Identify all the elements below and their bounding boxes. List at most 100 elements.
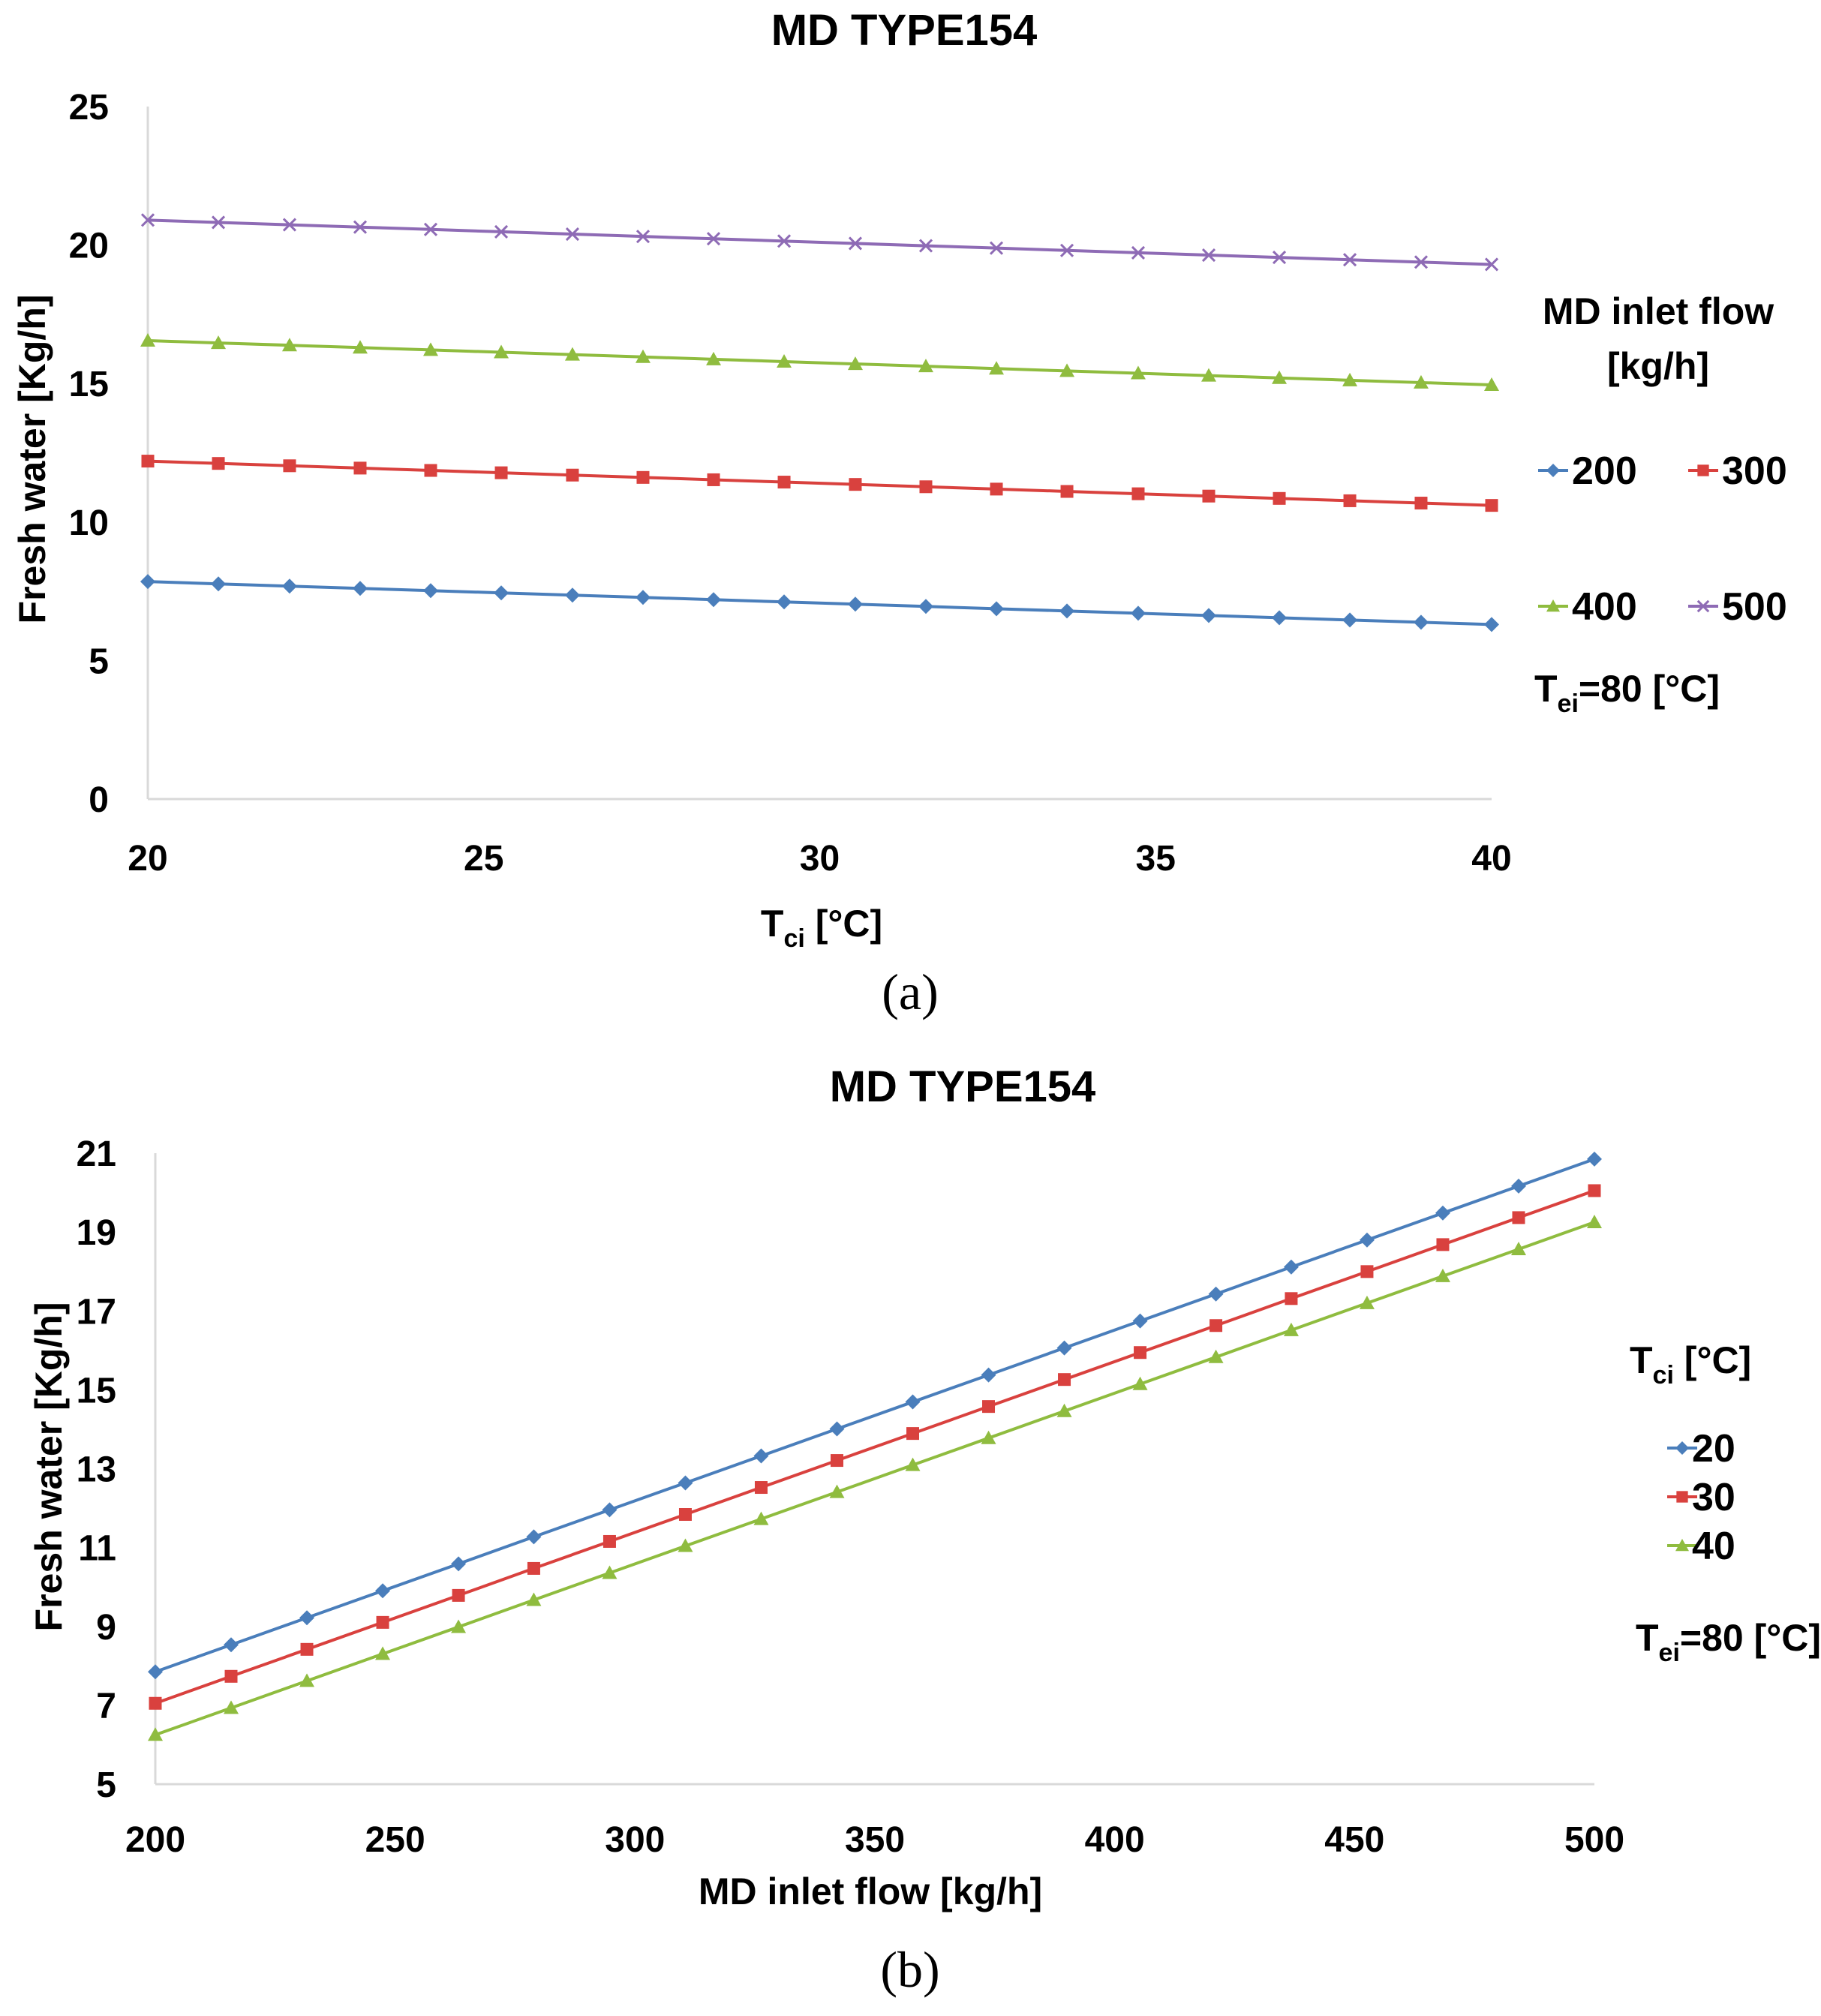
chart-a-series-500-point-stroke-2 xyxy=(423,222,438,236)
chart-a-series-400-point xyxy=(423,342,439,356)
chart-a-series-300-point xyxy=(1273,491,1286,505)
chart-a-x-ticks: 20 25 30 35 40 xyxy=(128,839,1511,879)
chart-a-legend-item-400: 400 xyxy=(1538,585,1637,629)
chart-b-series-40-point xyxy=(753,1511,769,1525)
chart-a-series-500-point xyxy=(1059,243,1074,257)
chart-b-title: MD TYPE154 xyxy=(830,1062,1096,1111)
chart-b-series-20-point xyxy=(753,1448,769,1464)
chart-b-series-40-point xyxy=(905,1457,921,1471)
chart-a-series-300-point xyxy=(1060,485,1074,498)
chart-b-series-30-point xyxy=(754,1481,768,1495)
chart-b-legend-item-30: 30 xyxy=(1667,1476,1735,1519)
chart-a-series-500-point-stroke-2 xyxy=(1484,257,1499,272)
chart-b-legend-swatch-marker xyxy=(1676,1491,1688,1503)
chart-a-series-500-point-stroke-2 xyxy=(494,224,509,239)
chart-b-series-30-point xyxy=(452,1588,465,1602)
chart-b-series-30-point xyxy=(1588,1184,1601,1197)
chart-a-series-200-point xyxy=(635,590,651,605)
chart-a-series-400-point xyxy=(635,349,651,363)
chart-b-series-30-point xyxy=(678,1508,692,1522)
chart-a-series-200-point xyxy=(352,581,368,596)
chart-b-x-axis-label: MD inlet flow [kg/h] xyxy=(699,1870,1042,1912)
chart-b-series-20-point xyxy=(1283,1259,1299,1275)
chart-a-series-200-point xyxy=(847,596,863,612)
chart-b-legend-title: Tci [°C] xyxy=(1630,1339,1751,1390)
chart-a-series-500-point-stroke-2 xyxy=(1342,253,1357,267)
chart-b-series-30-point xyxy=(376,1615,389,1629)
chart-a-series-400-point xyxy=(211,335,227,350)
chart-a-x-axis-label: Tci [°C] xyxy=(761,903,882,953)
chart-b-series-30-point xyxy=(300,1642,314,1656)
chart-b-x-tick-label: 450 xyxy=(1324,1820,1384,1860)
chart-a-note-main: T xyxy=(1534,668,1558,710)
chart-a-series-300-point xyxy=(283,459,296,473)
chart-a-series-200-point xyxy=(494,585,509,601)
chart-a-series-500-point xyxy=(353,220,368,234)
chart-a-series-400-point xyxy=(494,344,509,359)
chart-a-series-300-point xyxy=(1414,497,1428,510)
chart-b-x-ticks: 200 250 300 350 400 450 500 xyxy=(125,1820,1624,1860)
chart-b-series-20-point xyxy=(1208,1286,1224,1302)
chart-a-legend-title-line2: [kg/h] xyxy=(1607,345,1709,387)
chart-a-series-400-point xyxy=(706,351,722,365)
chart-b-series-40-point xyxy=(451,1619,467,1633)
chart-b-legend-swatch-marker xyxy=(1675,1441,1689,1455)
chart-b-axes xyxy=(154,1153,1594,1786)
chart-b-series-20-point xyxy=(602,1502,618,1518)
chart-b-y-tick-label: 11 xyxy=(78,1529,116,1569)
chart-a-series-200-point xyxy=(564,587,580,603)
chart-a-series-300-line xyxy=(147,459,1492,507)
chart-b-series-20-line xyxy=(155,1158,1595,1674)
chart-b-series-30-point xyxy=(602,1534,616,1548)
chart-a-series-500-point xyxy=(494,224,509,239)
chart-a-legend: 200 300 400 500 xyxy=(1538,449,1787,629)
chart-b-series-20-point xyxy=(1587,1151,1602,1167)
chart-b-series-30-point xyxy=(1058,1373,1071,1387)
chart-a-series-400-point xyxy=(777,353,792,368)
chart-a-series-500 xyxy=(140,213,1499,272)
chart-b: MD TYPE154 Fresh water [Kg/h] MD inlet f… xyxy=(28,1062,1821,1998)
chart-b-series-30-point xyxy=(527,1561,540,1575)
chart-b-series-20-point xyxy=(905,1394,921,1410)
chart-a-series-400-point xyxy=(281,338,297,352)
chart-a-series-400-point xyxy=(1059,363,1075,377)
chart-a-series-500-point-stroke-2 xyxy=(140,213,155,227)
chart-b-series-40-point xyxy=(299,1673,315,1687)
chart-a-series-500-point-stroke-2 xyxy=(706,232,721,246)
chart-a-y-tick-label: 20 xyxy=(69,227,109,266)
chart-a-series-500-point-stroke-2 xyxy=(989,241,1004,255)
chart-a-legend-swatch-marker xyxy=(1696,599,1710,613)
chart-b-series-30 xyxy=(149,1184,1601,1710)
chart-a-legend-label: 200 xyxy=(1572,449,1637,493)
chart-b-x-tick-label: 250 xyxy=(365,1820,425,1860)
chart-a-series-400-point xyxy=(1484,377,1499,392)
chart-b-series-30-line xyxy=(155,1189,1595,1705)
chart-a-series-200-point xyxy=(1413,614,1429,630)
chart-a-x-axis-label-main: T xyxy=(761,903,784,945)
chart-a-legend-item-300: 300 xyxy=(1688,449,1787,493)
chart-a-series-500-point xyxy=(706,232,721,246)
chart-b-series-20-point xyxy=(1510,1178,1526,1194)
chart-b-series-20-point xyxy=(981,1367,996,1383)
chart-b-y-tick-label: 17 xyxy=(77,1292,116,1332)
chart-b-series-30-point xyxy=(1285,1292,1298,1305)
chart-a-x-tick-label: 25 xyxy=(464,839,503,879)
chart-a-series-200-point xyxy=(918,599,933,614)
chart-b-series-20 xyxy=(148,1151,1602,1680)
chart-a-legend-item-200: 200 xyxy=(1538,449,1637,493)
chart-a-series-400-point xyxy=(1272,370,1288,384)
chart-b-series-40-point xyxy=(148,1727,163,1741)
chart-a-series-300-point xyxy=(777,476,791,489)
chart-a-x-tick-label: 35 xyxy=(1136,839,1176,879)
chart-a-series-300-point xyxy=(212,457,225,470)
chart-a-series-500-point-stroke-2 xyxy=(1059,243,1074,257)
chart-b-caption: (b) xyxy=(880,1941,939,1998)
chart-b-note: Tei=80 [°C] xyxy=(1636,1617,1821,1667)
chart-b-series-20-point xyxy=(829,1421,845,1437)
chart-a-series-400-line xyxy=(147,338,1492,387)
chart-b-series-30-point xyxy=(1360,1265,1374,1278)
chart-b-y-axis-label: Fresh water [Kg/h] xyxy=(28,1302,70,1632)
chart-b-x-tick-label: 500 xyxy=(1564,1820,1624,1860)
chart-b-legend-item-20: 20 xyxy=(1667,1427,1735,1471)
